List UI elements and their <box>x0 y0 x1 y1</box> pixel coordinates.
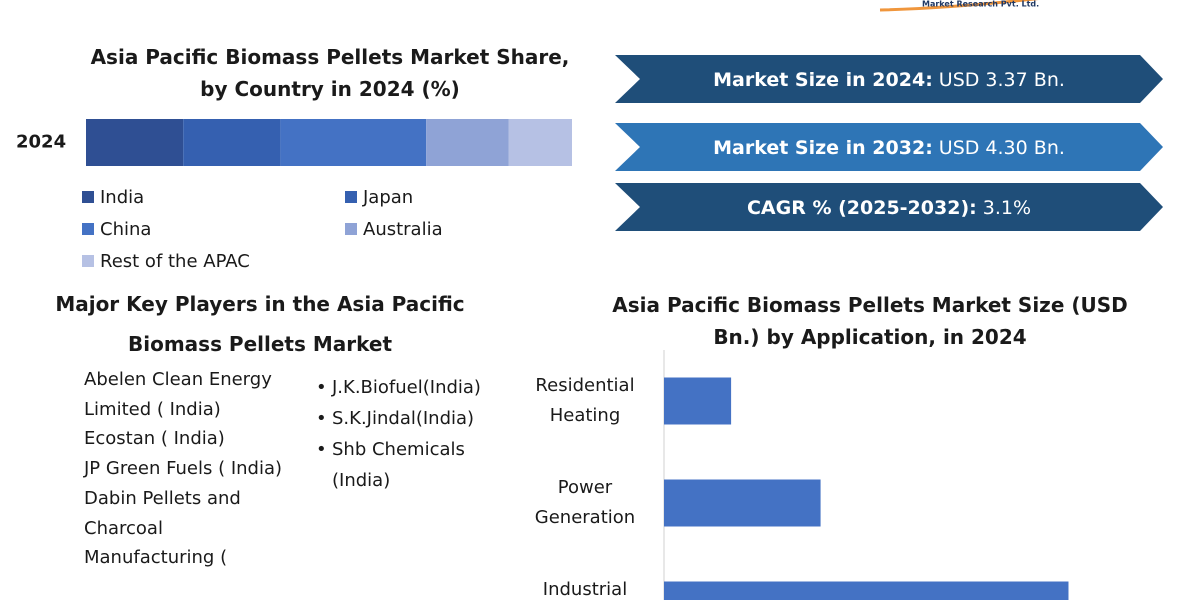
legend-swatch <box>82 255 94 267</box>
player-list: J.K.Biofuel(India)S.K.Jindal(India)Shb C… <box>316 372 501 496</box>
banner-value: USD 3.37 Bn. <box>939 69 1065 91</box>
chart-title: Asia Pacific Biomass Pellets Market Shar… <box>90 45 570 101</box>
player-list: Abelen Clean Energy Limited ( India) Ecos… <box>84 365 284 573</box>
y-tick-label: Residential Heating <box>535 375 635 426</box>
y-tick-label: Industrial <box>542 579 628 600</box>
bar <box>664 479 821 527</box>
bar <box>664 377 732 425</box>
player: Shb Chemicals (India) <box>316 434 501 496</box>
banner <box>615 123 1163 171</box>
legend-label: Japan <box>362 187 413 208</box>
y-tick-label: 2024 <box>16 132 66 153</box>
legend-swatch <box>345 223 357 235</box>
legend-label: Rest of the APAC <box>100 251 250 272</box>
banner <box>615 55 1163 103</box>
bar-segment <box>86 119 184 166</box>
bar-segment <box>426 119 509 166</box>
banner-label: Market Size in 2032: <box>713 137 933 159</box>
legend-label: Australia <box>363 219 443 240</box>
bar-segment <box>508 119 572 166</box>
player: S.K.Jindal(India) <box>316 403 501 434</box>
banner-text: Market Size in 2024: USD 3.37 Bn. <box>713 69 1065 91</box>
banner-text: CAGR % (2025-2032): 3.1% <box>747 197 1031 219</box>
banner-label: CAGR % (2025-2032): <box>747 197 977 219</box>
banner-label: Market Size in 2024: <box>713 69 933 91</box>
player: Dabin Pellets and Charcoal Manufacturing… <box>84 487 241 569</box>
section-title: Major Key Players in the Asia Pacific Bi… <box>55 292 465 356</box>
banner-value: 3.1% <box>983 197 1031 219</box>
logo-swoosh <box>879 0 1039 12</box>
player: Ecostan ( India) <box>84 428 225 450</box>
y-tick-label: Power Generation <box>534 477 636 528</box>
player: JP Green Fuels ( India) <box>84 458 283 480</box>
banner <box>615 183 1163 231</box>
bar-segment <box>280 119 427 166</box>
bar-segment <box>183 119 281 166</box>
legend-swatch <box>82 191 94 203</box>
legend-label: China <box>100 219 151 240</box>
logo-text: Market Research Pvt. Ltd. <box>922 0 1039 9</box>
chart-title: Asia Pacific Biomass Pellets Market Size… <box>612 293 1128 349</box>
bar <box>664 581 1069 600</box>
legend-swatch <box>82 223 94 235</box>
player: J.K.Biofuel(India) <box>316 372 501 403</box>
legend-label: India <box>100 187 144 208</box>
player: Abelen Clean Energy Limited ( India) <box>84 369 272 420</box>
legend-swatch <box>345 191 357 203</box>
banner-text: Market Size in 2032: USD 4.30 Bn. <box>713 137 1065 159</box>
banner-value: USD 4.30 Bn. <box>939 137 1065 159</box>
